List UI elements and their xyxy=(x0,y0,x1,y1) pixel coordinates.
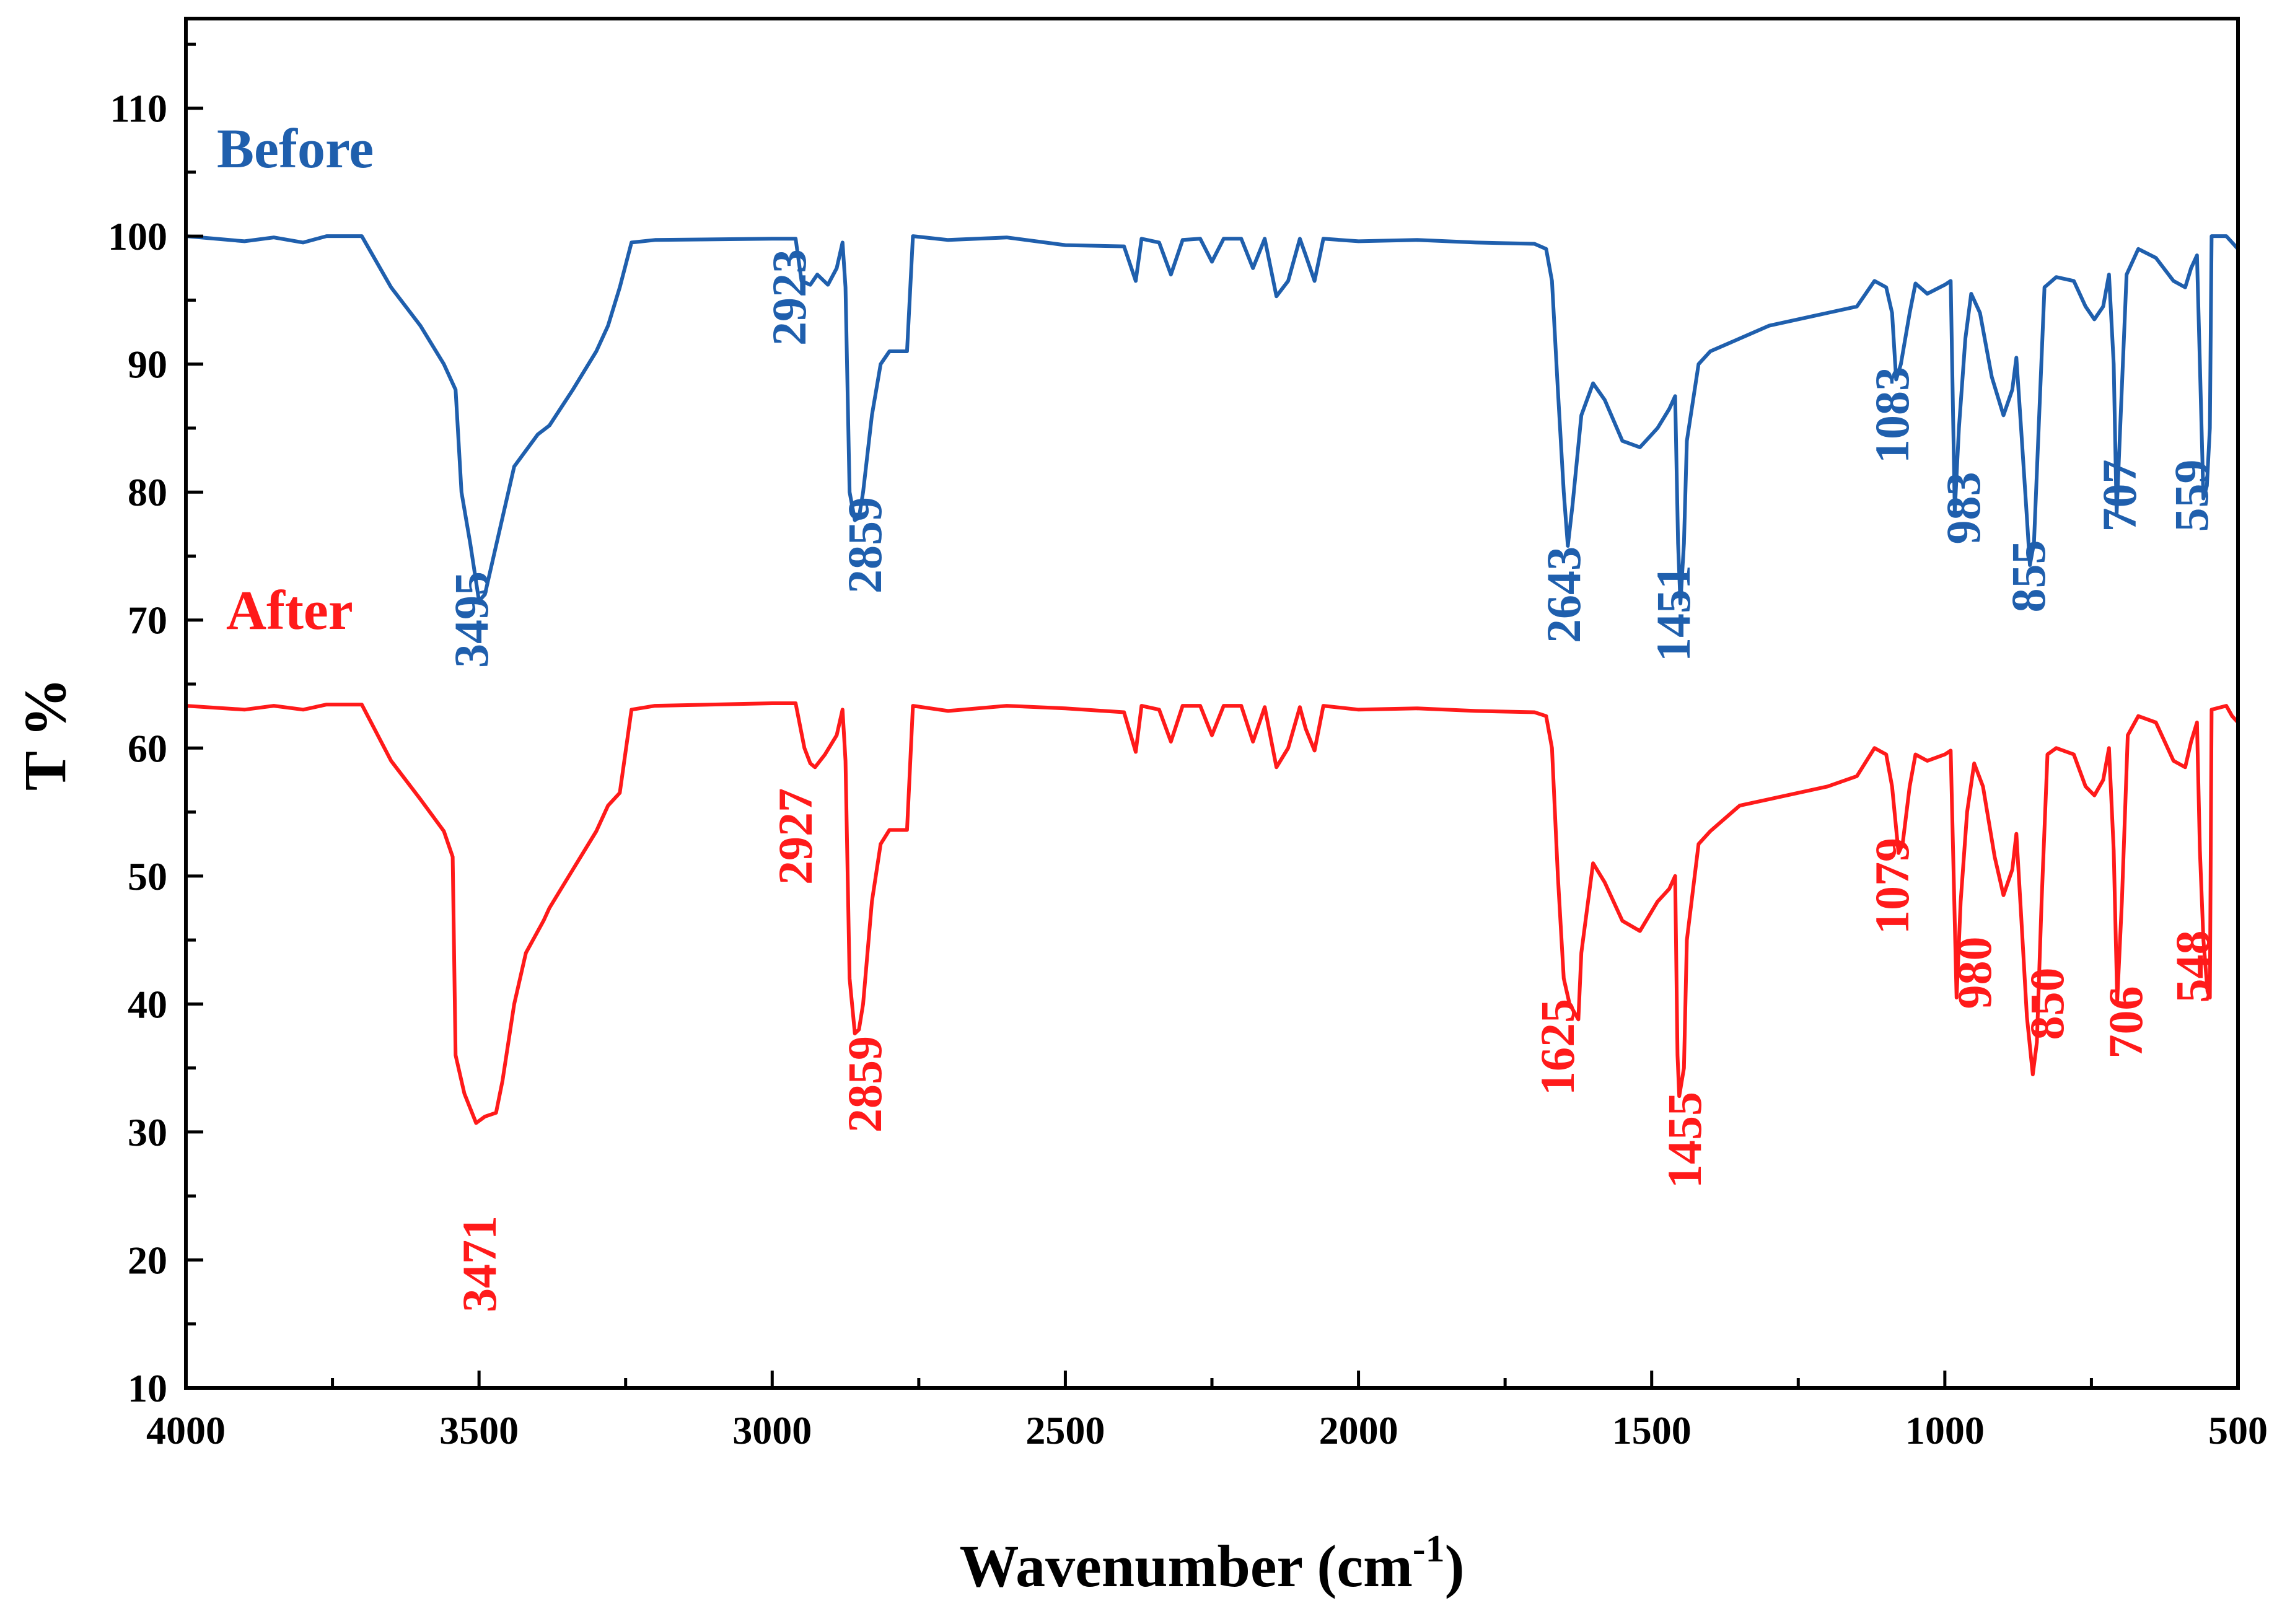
x-tick-label: 4000 xyxy=(146,1408,226,1452)
y-tick-label: 30 xyxy=(128,1110,167,1154)
peak-label-after-1625: 1625 xyxy=(1530,999,1584,1095)
y-tick-label: 110 xyxy=(110,87,167,131)
y-tick-label: 80 xyxy=(128,470,167,514)
series-line-before xyxy=(185,234,2240,605)
peak-label-after-2859: 2859 xyxy=(838,1036,892,1133)
peak-label-after-1079: 1079 xyxy=(1865,838,1919,934)
x-tick-label: 2000 xyxy=(1319,1408,1398,1452)
peak-label-before-3495: 3495 xyxy=(444,571,498,668)
x-tick-label: 1000 xyxy=(1905,1408,1985,1452)
peak-label-after-2927: 2927 xyxy=(768,788,822,885)
peak-label-after-850: 850 xyxy=(2020,968,2074,1040)
peak-label-before-2643: 2643 xyxy=(1537,546,1591,643)
x-tick-label: 2500 xyxy=(1025,1408,1105,1452)
x-tick-label: 1500 xyxy=(1612,1408,1692,1452)
y-tick-label: 90 xyxy=(128,343,167,387)
peak-label-before-1451: 1451 xyxy=(1646,565,1700,662)
peak-label-after-980: 980 xyxy=(1947,937,2001,1009)
peak-label-before-2923: 2923 xyxy=(762,249,816,346)
peak-label-before-1083: 1083 xyxy=(1865,367,1919,463)
y-tick-label: 50 xyxy=(128,854,167,898)
y-tick-label: 20 xyxy=(128,1238,167,1282)
plot-lines xyxy=(185,234,2240,1125)
y-axis-ticks: 10 20 30 40 50 60 70 80 90 100 110 xyxy=(108,42,203,1410)
legend-label-after: After xyxy=(226,580,353,641)
peak-label-after-706: 706 xyxy=(2099,986,2152,1059)
peak-label-before-855: 855 xyxy=(2001,540,2055,613)
x-tick-label: 3000 xyxy=(732,1408,812,1452)
peak-label-before-2859: 2859 xyxy=(838,497,892,594)
peak-label-after-1455: 1455 xyxy=(1657,1092,1711,1188)
peak-label-before-983: 983 xyxy=(1936,472,1990,545)
x-axis-title-main: Wavenumber (cm xyxy=(959,1533,1412,1599)
peak-label-before-707: 707 xyxy=(2092,460,2146,532)
y-tick-label: 40 xyxy=(128,982,167,1026)
y-tick-label: 10 xyxy=(128,1366,167,1410)
x-axis-title-close: ) xyxy=(1445,1533,1465,1599)
x-tick-label: 500 xyxy=(2208,1408,2268,1452)
y-tick-label: 70 xyxy=(128,599,167,643)
peak-label-after-3471: 3471 xyxy=(452,1216,506,1312)
x-axis-ticks: 4000 3500 3000 2500 2000 1500 1000 500 xyxy=(146,1371,2268,1452)
peak-label-before-559: 559 xyxy=(2164,460,2218,532)
x-axis-title-superscript: -1 xyxy=(1413,1528,1445,1570)
y-tick-label: 60 xyxy=(128,726,167,770)
y-tick-label: 100 xyxy=(108,214,167,258)
peak-label-after-548: 548 xyxy=(2166,931,2219,1003)
axes xyxy=(184,17,2240,1390)
x-tick-label: 3500 xyxy=(439,1408,519,1452)
plot-frame xyxy=(184,17,2240,1390)
legend: Before After xyxy=(217,118,374,641)
y-axis-title: T % xyxy=(12,678,78,791)
legend-label-before: Before xyxy=(217,118,374,180)
x-axis-title: Wavenumber (cm-1) xyxy=(959,1528,1464,1599)
series-line-after xyxy=(185,701,2240,1125)
